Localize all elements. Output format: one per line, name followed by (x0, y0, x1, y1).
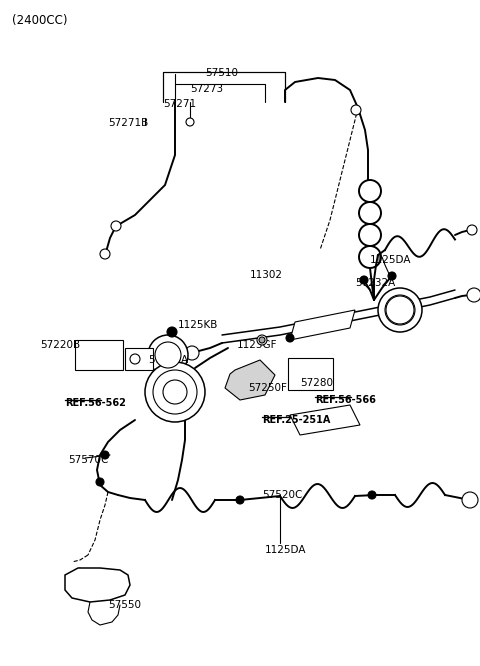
Text: 57220B: 57220B (40, 340, 80, 350)
Bar (75, 340, 123, 370)
Circle shape (386, 296, 414, 324)
Polygon shape (65, 568, 130, 602)
Text: REF.25-251A: REF.25-251A (262, 415, 330, 425)
Circle shape (351, 105, 361, 115)
Text: REF.56-562: REF.56-562 (65, 398, 126, 408)
Circle shape (257, 335, 267, 345)
Circle shape (368, 491, 376, 499)
Text: 57570C: 57570C (68, 455, 108, 465)
Text: 57250F: 57250F (248, 383, 287, 393)
Text: 57520C: 57520C (262, 490, 302, 500)
Text: 57240A: 57240A (148, 355, 188, 365)
Circle shape (148, 335, 188, 375)
Bar (288, 358, 333, 390)
Circle shape (145, 362, 205, 422)
Text: 1125KB: 1125KB (178, 320, 218, 330)
Circle shape (467, 288, 480, 302)
Text: 1125DA: 1125DA (370, 255, 411, 265)
Text: 57550: 57550 (108, 600, 141, 610)
Circle shape (259, 337, 265, 343)
Circle shape (385, 295, 415, 325)
Circle shape (100, 249, 110, 259)
Circle shape (185, 346, 199, 360)
Text: 57510: 57510 (205, 68, 238, 78)
Text: A: A (396, 305, 404, 315)
Circle shape (153, 370, 197, 414)
Text: (2400CC): (2400CC) (12, 14, 68, 27)
Circle shape (236, 496, 244, 504)
Circle shape (111, 221, 121, 231)
Circle shape (462, 492, 478, 508)
Circle shape (186, 118, 194, 126)
Circle shape (286, 334, 294, 342)
Circle shape (163, 380, 187, 404)
Circle shape (167, 327, 177, 337)
Text: 57271B: 57271B (108, 118, 148, 128)
Bar (125, 348, 153, 370)
Polygon shape (225, 360, 275, 400)
Text: 1125DA: 1125DA (265, 545, 307, 555)
Text: 57271: 57271 (163, 99, 196, 109)
Text: 57280: 57280 (300, 378, 333, 388)
Text: A: A (467, 495, 473, 505)
Circle shape (378, 288, 422, 332)
Text: REF.56-566: REF.56-566 (315, 395, 376, 405)
Circle shape (96, 478, 104, 486)
Circle shape (360, 276, 368, 284)
Circle shape (388, 272, 396, 280)
Circle shape (101, 451, 109, 459)
Circle shape (130, 354, 140, 364)
Polygon shape (290, 310, 355, 340)
Circle shape (155, 342, 181, 368)
Text: 57273: 57273 (190, 84, 223, 94)
Text: 57232A: 57232A (355, 278, 395, 288)
Polygon shape (290, 405, 360, 435)
Text: 11302: 11302 (250, 270, 283, 280)
Text: A: A (396, 305, 404, 315)
Circle shape (467, 225, 477, 235)
Text: 1123GF: 1123GF (237, 340, 277, 350)
